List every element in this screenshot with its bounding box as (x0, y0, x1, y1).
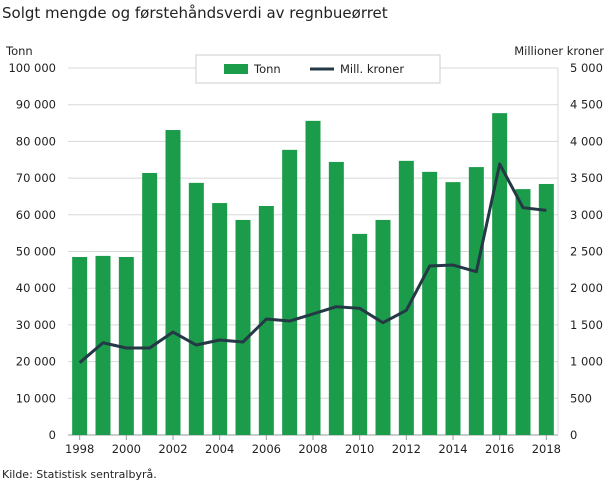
y-axis-label-left: Tonn (5, 44, 33, 58)
y-tick-left: 60 000 (16, 208, 56, 222)
x-tick-label: 2016 (485, 442, 514, 456)
bar-2008 (305, 120, 321, 436)
legend-swatch-tonn (224, 64, 248, 74)
x-tick-label: 2012 (392, 442, 421, 456)
y-tick-left: 30 000 (16, 318, 56, 332)
bar-2000 (118, 257, 134, 435)
source-note: Kilde: Statistisk sentralbyrå. (2, 468, 157, 481)
y-tick-right: 500 (570, 391, 592, 405)
x-tick-label: 2008 (298, 442, 327, 456)
bar-2010 (352, 233, 368, 435)
y-tick-right: 1 500 (570, 318, 603, 332)
bar-1998 (72, 257, 88, 435)
x-tick-label: 1998 (65, 442, 94, 456)
x-tick-label: 2002 (158, 442, 187, 456)
bar-2009 (328, 161, 344, 435)
y-tick-left: 90 000 (16, 98, 56, 112)
y-tick-left: 100 000 (8, 61, 56, 75)
y-tick-right: 0 (570, 428, 577, 442)
bar-2012 (398, 160, 414, 435)
bar-2002 (165, 130, 181, 435)
legend-label-tonn: Tonn (253, 62, 281, 76)
y-tick-right: 4 000 (570, 134, 603, 148)
y-tick-left: 0 (49, 428, 56, 442)
bar-2005 (235, 219, 251, 435)
legend-label-mill-kroner: Mill. kroner (340, 62, 404, 76)
x-tick-label: 2006 (252, 442, 281, 456)
y-axis-label-right: Millioner kroner (514, 44, 604, 58)
y-tick-left: 70 000 (16, 171, 56, 185)
y-tick-left: 50 000 (16, 245, 56, 259)
y-tick-right: 2 000 (570, 281, 603, 295)
y-tick-right: 1 000 (570, 355, 603, 369)
y-tick-right: 3 500 (570, 171, 603, 185)
bar-2015 (468, 167, 484, 435)
bar-2001 (142, 172, 158, 435)
bar-2007 (282, 149, 298, 435)
chart-title: Solgt mengde og førstehåndsverdi av regn… (2, 4, 388, 22)
y-tick-left: 10 000 (16, 391, 56, 405)
x-tick-label: 2000 (112, 442, 141, 456)
bar-2013 (422, 171, 438, 435)
bar-2017 (515, 189, 531, 435)
x-tick-label: 2014 (438, 442, 467, 456)
y-tick-left: 40 000 (16, 281, 56, 295)
bar-2011 (375, 219, 391, 435)
y-tick-left: 80 000 (16, 134, 56, 148)
bar-2004 (212, 203, 228, 435)
y-tick-left: 20 000 (16, 355, 56, 369)
bar-2016 (492, 113, 508, 436)
bar-2003 (188, 182, 204, 435)
x-tick-label: 2004 (205, 442, 234, 456)
bar-1999 (95, 255, 111, 435)
y-tick-right: 2 500 (570, 245, 603, 259)
y-tick-right: 5 000 (570, 61, 603, 75)
bar-2014 (445, 182, 461, 435)
bar-2018 (538, 183, 554, 435)
x-tick-label: 2010 (345, 442, 374, 456)
x-tick-label: 2018 (532, 442, 561, 456)
y-tick-right: 3 000 (570, 208, 603, 222)
y-tick-right: 4 500 (570, 98, 603, 112)
